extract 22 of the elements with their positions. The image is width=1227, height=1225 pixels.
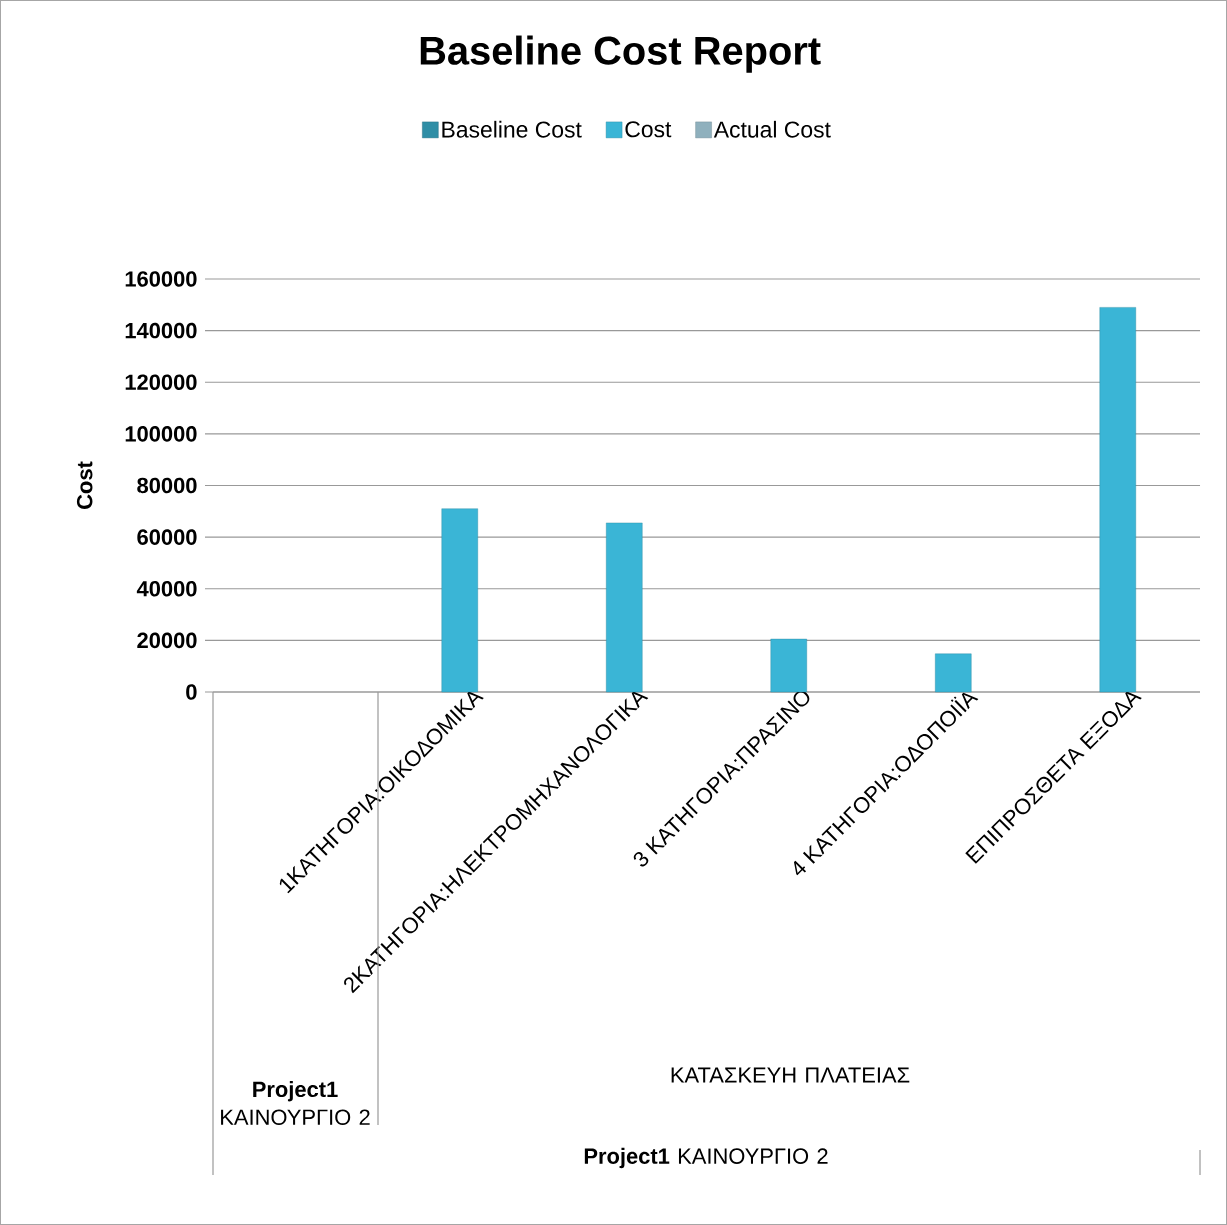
y-tick-label: 0: [186, 684, 197, 700]
y-tick-label: 140000: [125, 322, 197, 339]
y-tick-label: 20000: [137, 632, 197, 649]
y-axis-title: Cost: [76, 461, 93, 509]
bar: [935, 653, 972, 693]
bar: [441, 508, 478, 693]
text: ΚΑΤΑΣΚΕΥΗ ΠΛΑΤΕΙΑΣ: [671, 1067, 910, 1083]
y-tick-label: 60000: [137, 529, 197, 545]
legend-label: Actual Cost: [713, 120, 831, 138]
bar: [770, 638, 807, 693]
legend-label: Baseline Cost: [442, 120, 582, 138]
y-tick-label: 40000: [136, 580, 197, 597]
y-tick-label: 100000: [125, 426, 197, 442]
y-tick-label: 120000: [125, 374, 197, 390]
y-tick-label: 80000: [137, 477, 197, 494]
text: Project1 ΚΑΙΝΟΥΡΓΙΟ 2: [221, 1080, 370, 1125]
bar: [606, 522, 643, 693]
text: Project1 ΚΑΙΝΟΥΡΓΙΟ 2: [584, 1147, 828, 1169]
bar: [1099, 307, 1136, 693]
y-tick-label: 160000: [125, 271, 197, 287]
legend-label: Cost: [625, 121, 672, 138]
chart-title: Baseline Cost Report: [420, 35, 821, 73]
